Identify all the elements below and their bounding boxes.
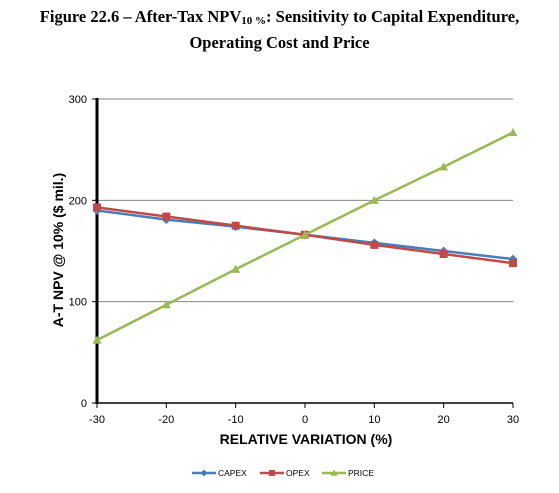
figure-title: Figure 22.6 – After-Tax NPV10 %: Sensiti… <box>0 6 559 53</box>
point-price-10 <box>369 195 379 204</box>
x-tick-label--30: -30 <box>89 414 105 426</box>
x-tick-label--20: -20 <box>158 414 174 426</box>
point-opex--30 <box>93 203 101 212</box>
legend-label-opex: OPEX <box>286 468 310 478</box>
point-price-20 <box>439 162 449 171</box>
legend-marker-price <box>330 469 338 476</box>
figure-title-line-2: Operating Cost and Price <box>189 33 370 52</box>
legend-item-price: PRICE <box>322 468 374 478</box>
legend-item-capex: CAPEX <box>192 468 247 478</box>
legend-marker-opex <box>269 470 275 476</box>
point-opex-30 <box>509 259 517 268</box>
figure-title-line-1: Figure 22.6 – After-Tax NPV10 %: Sensiti… <box>0 6 559 32</box>
legend-item-opex: OPEX <box>260 468 310 478</box>
point-price-30 <box>508 127 518 137</box>
y-tick-label-300: 300 <box>69 94 87 106</box>
y-tick-label-100: 100 <box>69 297 87 309</box>
figure-title-suffix: : Sensitivity to Capital Expenditure, <box>266 7 520 26</box>
figure-title-subscript: 10 % <box>241 15 267 27</box>
legend: CAPEX OPEX PRICE <box>192 468 374 478</box>
point-price-0 <box>300 230 310 239</box>
legend-marker-capex <box>200 469 208 477</box>
point-opex-10 <box>370 240 379 249</box>
y-tick-label-0: 0 <box>81 398 87 410</box>
series-layer <box>92 127 518 344</box>
point-opex-20 <box>439 250 448 259</box>
figure-title-prefix: Figure 22.6 – After-Tax NPV <box>39 7 242 26</box>
y-axis-label: A-T NPV @ 10% ($ mil.) <box>50 173 66 327</box>
y-tick-label-200: 200 <box>69 195 87 207</box>
point-price--10 <box>231 264 241 273</box>
legend-label-price: PRICE <box>348 468 374 478</box>
point-price--30 <box>92 335 102 344</box>
x-tick-label-10: 10 <box>368 414 380 426</box>
legend-label-capex: CAPEX <box>218 468 247 478</box>
axis-layer: 0 100 200 300 -30 -20 -10 0 10 20 30 <box>69 94 519 426</box>
x-tick-label-0: 0 <box>302 414 308 426</box>
x-tick-label-20: 20 <box>438 414 450 426</box>
x-tick-label-30: 30 <box>507 414 519 426</box>
point-opex--20 <box>162 212 171 221</box>
series-price <box>92 127 518 344</box>
point-opex--10 <box>231 221 240 230</box>
x-tick-label--10: -10 <box>228 414 244 426</box>
x-axis-label: RELATIVE VARIATION (%) <box>220 431 393 447</box>
grid-layer <box>97 98 513 303</box>
point-price--20 <box>161 300 171 309</box>
